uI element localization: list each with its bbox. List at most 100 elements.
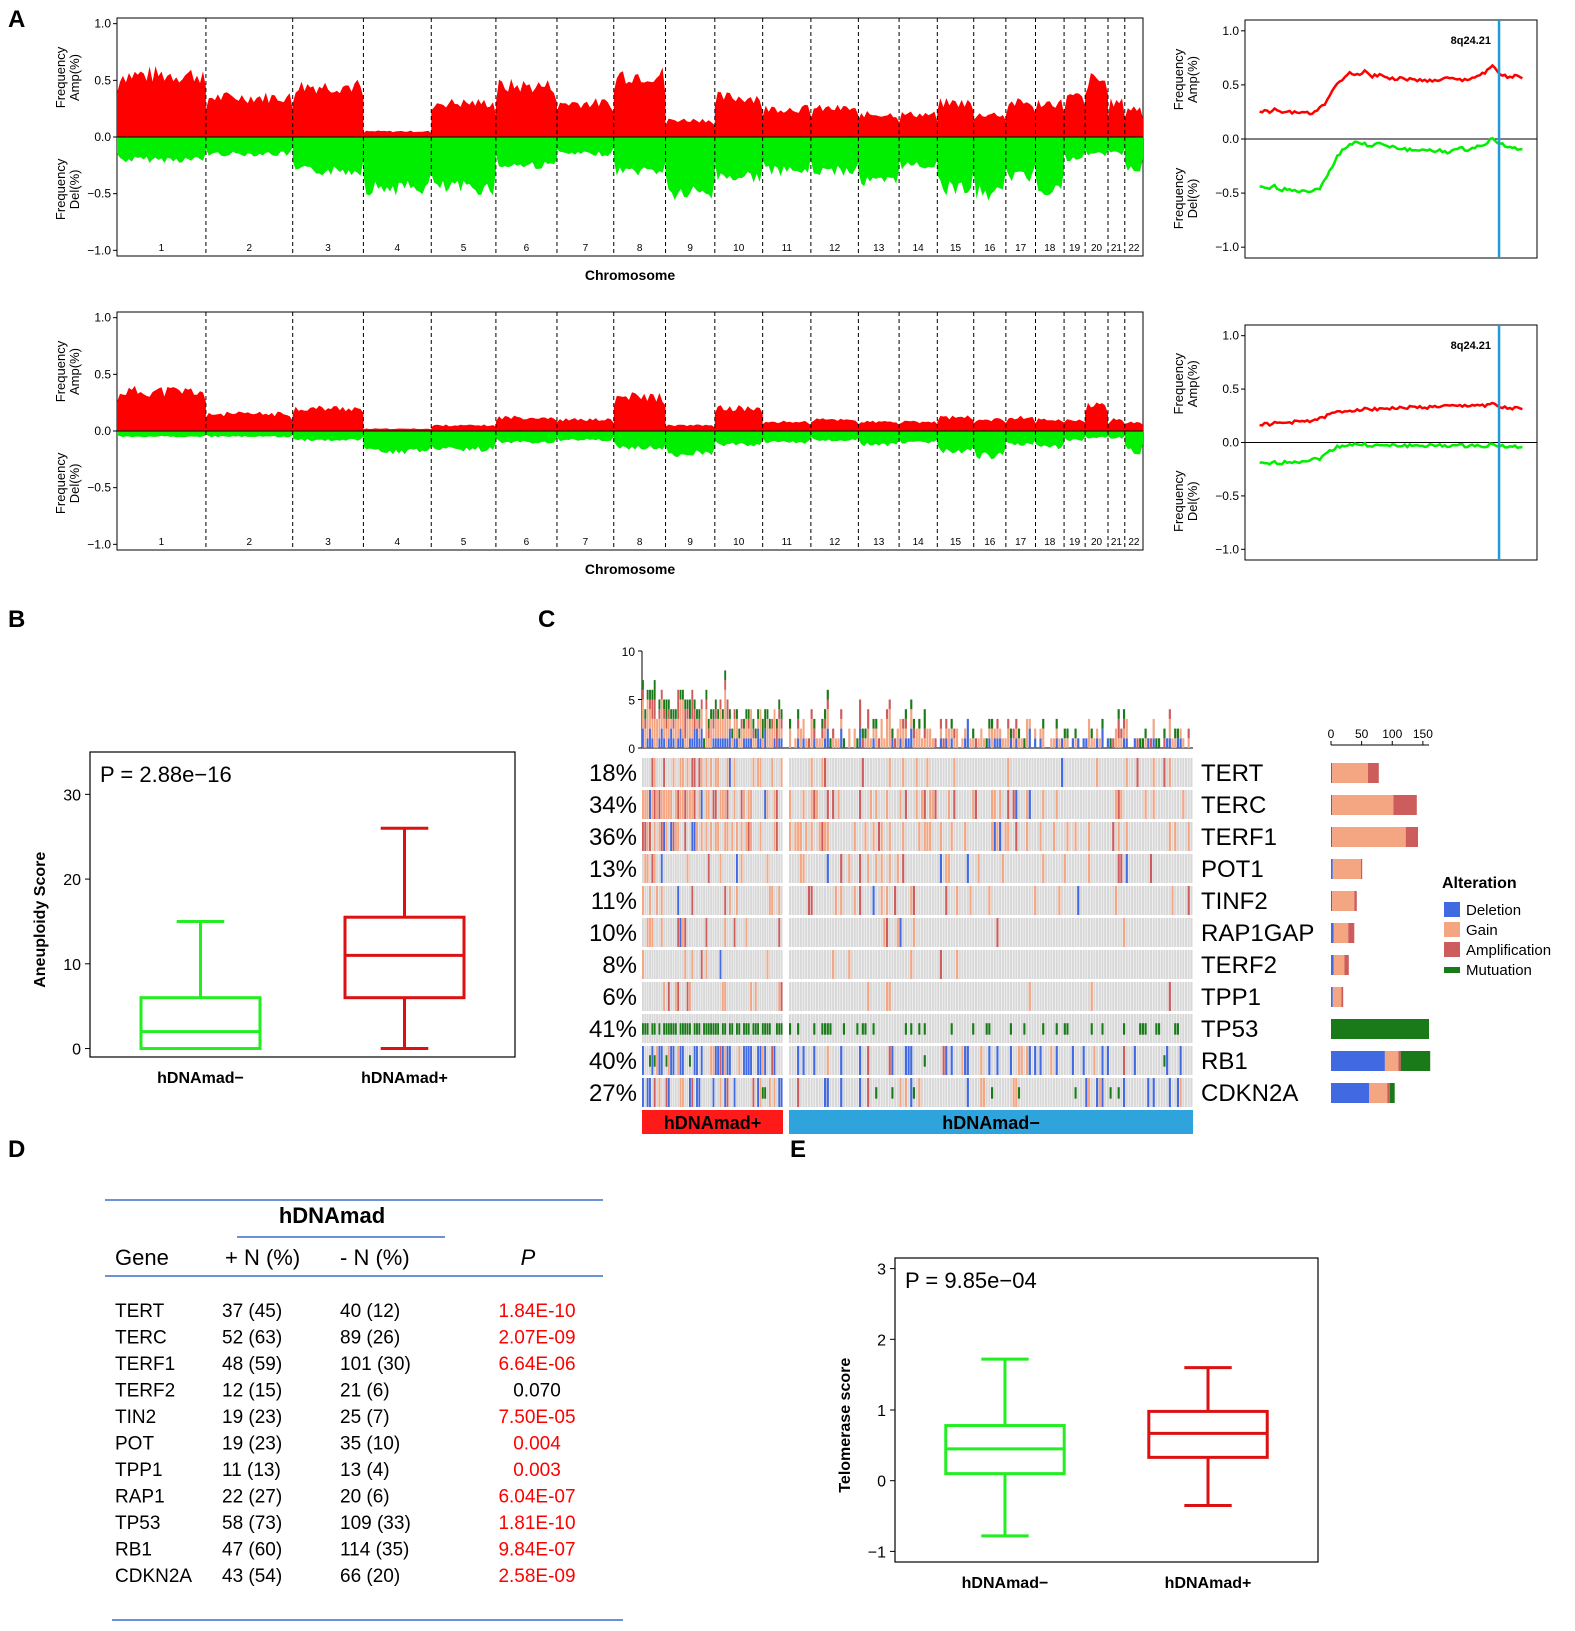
oncoprint-cell-bg [754,854,757,883]
oncoprint-cell-bg [899,1046,902,1075]
oncoprint-cell-bg [1157,918,1161,947]
oncoprint-cell-gain [1055,790,1058,819]
oncoprint-top-bar-mutation [1090,728,1093,739]
oncoprint-cell-bg [686,918,689,947]
oncoprint-cell-bg [1171,1046,1174,1075]
oncoprint-top-bar-gain [768,728,771,748]
oncoprint-cell-bg [759,950,762,979]
oncoprint-cell-bg [1141,1046,1144,1075]
oncoprint-cell-bg [721,758,724,787]
oncoprint-cell-gain [982,1078,986,1107]
oncoprint-cell-mutation [743,1023,745,1035]
oncoprint-top-bar-gain [728,718,731,729]
oncoprint-cell-amplification [700,950,703,979]
oncoprint-top-bar-mutation [768,718,771,729]
oncoprint-cell-bg [996,886,999,915]
oncoprint-cell-bg [1001,790,1004,819]
oncoprint-cell-bg [1093,790,1096,819]
oncoprint-cell-bg [663,886,666,915]
oncoprint-cell-bg [982,790,986,819]
gbot-chrom-label: 14 [913,537,925,548]
ftop-ytick-label: −0.5 [1215,186,1239,200]
oncoprint-cell-bg [974,950,977,979]
oncoprint-cell-amplification [775,790,778,819]
oncoprint-cell-bg [1028,950,1031,979]
oncoprint-cell-bg [1163,822,1166,851]
oncoprint-cell-bg [899,886,902,915]
gtop-chrom-label: 1 [159,243,165,254]
oncoprint-cell-bg [1155,758,1158,787]
oncoprint-top-bar-deletion [651,738,654,748]
oncoprint-cell-gain [670,790,673,819]
oncoprint-cell-bg [1128,1014,1131,1043]
oncoprint-cell-bg [1079,1046,1083,1075]
oncoprint-cell-bg [958,854,961,883]
oncoprint-top-bar-amplification [904,718,907,729]
oncoprint-cell-bg [775,758,778,787]
oncoprint-cell-mutation [1017,1087,1021,1099]
oncoprint-cell-bg [980,854,983,883]
oncoprint-cell-gain [766,950,769,979]
oncoprint-cell-bg [721,886,724,915]
oncoprint-cell-bg [1069,854,1072,883]
oncoprint-cell-bg [712,918,715,947]
oncoprint-cell-bg [840,790,843,819]
oncoprint-cell-bg [950,758,953,787]
ftop-ylabel-amp: Frequency [1171,48,1186,110]
boxB-ytick-label: 20 [63,872,81,889]
table-cell-neg: 109 (33) [340,1513,411,1534]
oncoprint-cell-mutation [861,1023,864,1035]
oncoprint-cell-bg [644,758,647,787]
oncoprint-cell-bg [712,854,715,883]
oncoprint-cell-gain [677,1046,680,1075]
oncoprint-cell-bg [1036,950,1039,979]
oncoprint-cell-bg [875,950,878,979]
oncoprint-cell-bg [896,950,899,979]
oncoprint-cell-deletion [717,1046,720,1075]
oncoprint-cell-bg [1042,950,1045,979]
oncoprint-cell-bg [864,950,867,979]
oncoprint-top-bar-mutation [665,699,668,719]
oncoprint-gene-label: TERF1 [1201,824,1277,851]
oncoprint-cell-bg [1061,1078,1064,1107]
oncoprint-cell-bg [1147,822,1150,851]
oncoprint-cell-bg [1004,1014,1007,1043]
oncoprint-cell-deletion [663,822,666,851]
oncoprint-cell-bg [815,1046,819,1075]
oncoprint-top-bar-gain [1114,728,1118,748]
oncoprint-cell-bg [794,918,797,947]
oncoprint-cell-bg [869,950,872,979]
oncoprint-cell-bg [1176,790,1179,819]
gbot-ytick-label: 0.5 [94,367,111,381]
oncoprint-cell-amplification [642,822,644,851]
oncoprint-cell-bg [996,950,999,979]
oncoprint-top-bar-gain [747,728,750,739]
oncoprint-cell-bg [700,1014,703,1043]
oncoprint-cell-bg [993,758,996,787]
oncoprint-cell-bg [832,886,835,915]
oncoprint-cell-bg [821,854,824,883]
oncoprint-cell-bg [950,950,953,979]
oncoprint-cell-bg [945,790,948,819]
oncoprint-cell-amplification [859,886,862,915]
gbot-chrom-label: 12 [829,537,841,548]
oncoprint-cell-bg [684,758,687,787]
oncoprint-cell-bg [1098,758,1101,787]
oncoprint-top-bar-gain [896,728,899,748]
oncoprint-top-bar-gain [736,718,738,739]
oncoprint-cell-gain [1179,1078,1182,1107]
oncoprint-cell-gain [912,918,916,947]
oncoprint-cell-bg [840,950,843,979]
oncoprint-cell-gain [712,1046,715,1075]
oncoprint-cell-gain [757,758,760,787]
oncoprint-cell-bg [761,886,764,915]
oncoprint-cell-bg [1058,758,1061,787]
oncoprint-cell-bg [988,758,991,787]
oncoprint-cell-bg [693,950,696,979]
oncoprint-cell-bg [1176,854,1179,883]
oncoprint-cell-deletion [743,1046,745,1075]
oncoprint-top-bar-amplification [1007,718,1010,729]
oncoprint-cell-bg [1147,886,1150,915]
oncoprint-cell-bg [794,950,797,979]
oncoprint-cell-bg [719,886,722,915]
